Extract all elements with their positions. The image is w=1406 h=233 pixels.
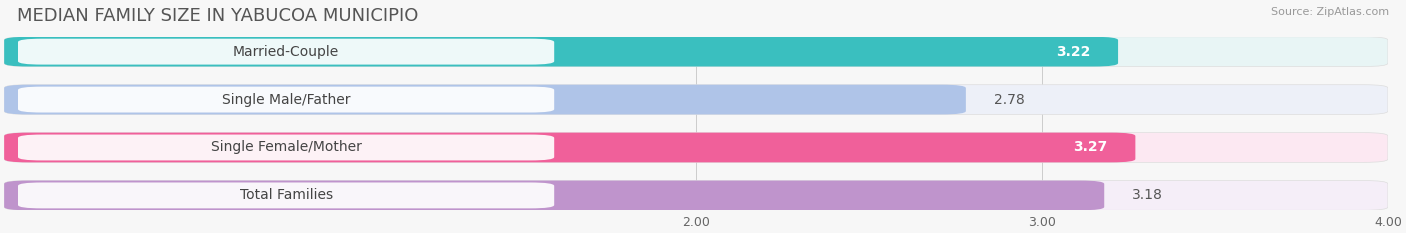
Text: Married-Couple: Married-Couple	[233, 45, 339, 59]
FancyBboxPatch shape	[4, 37, 1118, 66]
Text: Total Families: Total Families	[239, 188, 333, 202]
Text: 3.27: 3.27	[1073, 140, 1108, 154]
FancyBboxPatch shape	[4, 85, 1388, 114]
FancyBboxPatch shape	[4, 181, 1104, 210]
FancyBboxPatch shape	[4, 133, 1136, 162]
Text: 2.78: 2.78	[994, 93, 1025, 106]
FancyBboxPatch shape	[4, 133, 1388, 162]
FancyBboxPatch shape	[18, 39, 554, 65]
FancyBboxPatch shape	[4, 37, 1388, 66]
Text: Source: ZipAtlas.com: Source: ZipAtlas.com	[1271, 7, 1389, 17]
FancyBboxPatch shape	[18, 182, 554, 208]
FancyBboxPatch shape	[4, 181, 1388, 210]
Text: Single Female/Mother: Single Female/Mother	[211, 140, 361, 154]
Text: MEDIAN FAMILY SIZE IN YABUCOA MUNICIPIO: MEDIAN FAMILY SIZE IN YABUCOA MUNICIPIO	[17, 7, 418, 25]
FancyBboxPatch shape	[18, 134, 554, 161]
FancyBboxPatch shape	[4, 85, 966, 114]
Text: Single Male/Father: Single Male/Father	[222, 93, 350, 106]
FancyBboxPatch shape	[18, 87, 554, 113]
Text: 3.22: 3.22	[1056, 45, 1091, 59]
Text: 3.18: 3.18	[1132, 188, 1163, 202]
